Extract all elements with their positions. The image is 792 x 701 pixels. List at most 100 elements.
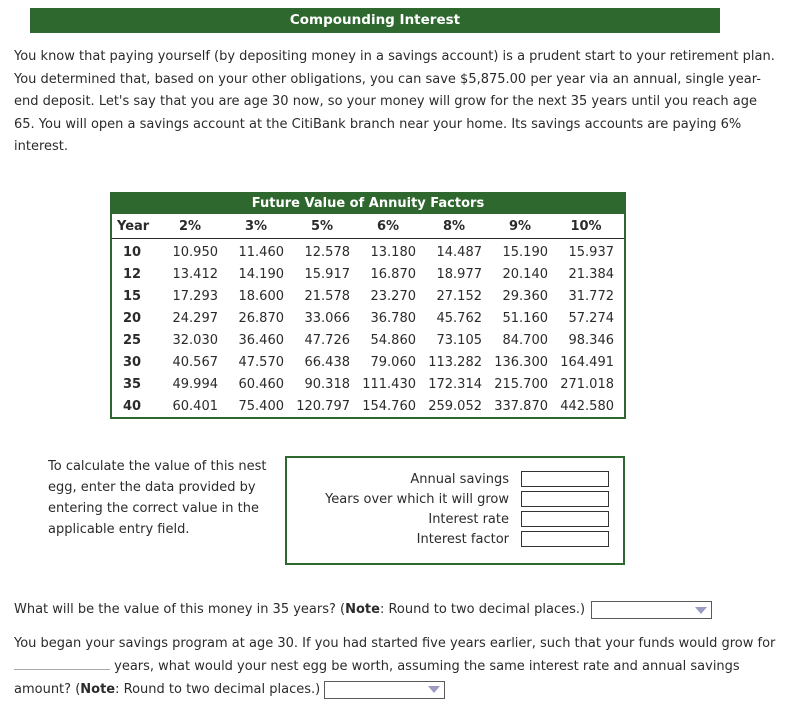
factor-cell: 60.401 bbox=[172, 398, 219, 414]
question-2: You began your savings program at age 30… bbox=[14, 632, 778, 701]
annuity-table-body: 10 10.950 11.460 12.578 13.180 14.487 15.190 15… bbox=[112, 238, 624, 417]
factor-cell: 164.491 bbox=[560, 354, 614, 370]
factor-cell: 111.430 bbox=[362, 376, 416, 392]
year-cell: 35 bbox=[122, 376, 142, 392]
factor-cell: 113.282 bbox=[428, 354, 482, 370]
q1-answer-dropdown[interactable] bbox=[591, 601, 713, 619]
entry-form: Annual savings Years over which it will g… bbox=[285, 456, 625, 565]
year-cell: 40 bbox=[122, 398, 142, 414]
factor-cell: 73.105 bbox=[436, 332, 483, 348]
question-1-text-after: : Round to two decimal places.) bbox=[379, 602, 586, 617]
factor-cell: 13.180 bbox=[370, 244, 417, 260]
factor-cell: 20.140 bbox=[502, 266, 549, 282]
table-row: 20 24.297 26.870 33.066 36.780 45.762 51.160 57… bbox=[112, 307, 624, 329]
years-grow-label: Years over which it will grow bbox=[325, 491, 509, 507]
entry-row: Interest rate bbox=[297, 511, 609, 527]
intro-text: You know that paying yourself (by deposi… bbox=[14, 49, 775, 154]
factor-cell: 172.314 bbox=[428, 376, 482, 392]
table-row: 12 13.412 14.190 15.917 16.870 18.977 20.140 21… bbox=[112, 263, 624, 285]
factor-cell: 13.412 bbox=[172, 266, 219, 282]
q2-fill-blank[interactable] bbox=[14, 657, 110, 670]
interest-rate-input[interactable] bbox=[521, 511, 609, 527]
table-row: 30 40.567 47.570 66.438 79.060 113.282 136.300… bbox=[112, 351, 624, 373]
factor-cell: 49.994 bbox=[172, 376, 219, 392]
annuity-table-header-row: Year 2% 3% 5% 6% 8% 9% 10% bbox=[112, 213, 624, 239]
interest-factor-input[interactable] bbox=[521, 531, 609, 547]
table-row: 15 17.293 18.600 21.578 23.270 27.152 29.360 31… bbox=[112, 285, 624, 307]
factor-cell: 14.190 bbox=[238, 266, 285, 282]
factor-cell: 15.937 bbox=[568, 244, 615, 260]
annual-savings-label: Annual savings bbox=[410, 471, 509, 487]
factor-cell: 15.917 bbox=[304, 266, 351, 282]
factor-cell: 47.726 bbox=[304, 332, 351, 348]
factor-cell: 215.700 bbox=[494, 376, 548, 392]
page-title: Compounding Interest bbox=[289, 12, 461, 28]
factor-cell: 29.360 bbox=[502, 288, 549, 304]
factor-cell: 84.700 bbox=[502, 332, 549, 348]
column-header-9pct: 9% bbox=[492, 213, 558, 239]
years-grow-input[interactable] bbox=[521, 491, 609, 507]
factor-cell: 11.460 bbox=[238, 244, 285, 260]
factor-cell: 271.018 bbox=[560, 376, 614, 392]
year-cell: 10 bbox=[122, 244, 142, 260]
column-header-year: Year bbox=[112, 213, 162, 239]
factor-cell: 17.293 bbox=[172, 288, 219, 304]
chevron-down-icon bbox=[695, 606, 708, 614]
factor-cell: 32.030 bbox=[172, 332, 219, 348]
factor-cell: 26.870 bbox=[238, 310, 285, 326]
year-cell: 25 bbox=[122, 332, 142, 348]
factor-cell: 33.066 bbox=[304, 310, 351, 326]
factor-cell: 24.297 bbox=[172, 310, 219, 326]
column-header-2pct: 2% bbox=[162, 213, 228, 239]
year-cell: 15 bbox=[122, 288, 142, 304]
factor-cell: 36.780 bbox=[370, 310, 417, 326]
factor-cell: 136.300 bbox=[494, 354, 548, 370]
q2-answer-dropdown[interactable] bbox=[324, 680, 446, 699]
column-header-3pct: 3% bbox=[228, 213, 294, 239]
page: Compounding Interest You know that payin… bbox=[0, 8, 792, 701]
annuity-table: Future Value of Annuity Factors Year 2% 3%… bbox=[110, 191, 626, 419]
factor-cell: 90.318 bbox=[304, 376, 351, 392]
factor-cell: 23.270 bbox=[370, 288, 417, 304]
interest-rate-label: Interest rate bbox=[428, 511, 509, 527]
factor-cell: 21.384 bbox=[568, 266, 615, 282]
annuity-factors-table: Year 2% 3% 5% 6% 8% 9% 10% 10 10.950 11.460 12.578… bbox=[112, 213, 624, 418]
factor-cell: 10.950 bbox=[172, 244, 219, 260]
factor-cell: 12.578 bbox=[304, 244, 351, 260]
year-cell: 20 bbox=[122, 310, 142, 326]
entry-row: Years over which it will grow bbox=[297, 491, 609, 507]
factor-cell: 79.060 bbox=[370, 354, 417, 370]
table-row: 25 32.030 36.460 47.726 54.860 73.105 84.700 98… bbox=[112, 329, 624, 351]
factor-cell: 98.346 bbox=[568, 332, 615, 348]
factor-cell: 27.152 bbox=[436, 288, 483, 304]
column-header-5pct: 5% bbox=[294, 213, 360, 239]
entry-row: Annual savings bbox=[297, 471, 609, 487]
factor-cell: 442.580 bbox=[560, 398, 614, 414]
factor-cell: 40.567 bbox=[172, 354, 219, 370]
factor-cell: 57.274 bbox=[568, 310, 615, 326]
title-bar: Compounding Interest bbox=[30, 8, 720, 33]
table-title: Future Value of Annuity Factors bbox=[112, 193, 624, 214]
note-label: Note bbox=[80, 682, 116, 697]
factor-cell: 47.570 bbox=[238, 354, 285, 370]
table-row: 40 60.401 75.400 120.797 154.760 259.052 337.8… bbox=[112, 395, 624, 417]
factor-cell: 337.870 bbox=[494, 398, 548, 414]
table-row: 10 10.950 11.460 12.578 13.180 14.487 15.190 15… bbox=[112, 238, 624, 263]
entry-section: To calculate the value of this nest egg,… bbox=[48, 456, 792, 565]
question-2-text-1: You began your savings program at age 30… bbox=[14, 636, 776, 651]
factor-cell: 15.190 bbox=[502, 244, 549, 260]
factor-cell: 14.487 bbox=[436, 244, 483, 260]
entry-row: Interest factor bbox=[297, 531, 609, 547]
question-1-text: What will be the value of this money in … bbox=[14, 599, 585, 621]
factor-cell: 60.460 bbox=[238, 376, 285, 392]
factor-cell: 54.860 bbox=[370, 332, 417, 348]
factor-cell: 21.578 bbox=[304, 288, 351, 304]
factor-cell: 51.160 bbox=[502, 310, 549, 326]
factor-cell: 36.460 bbox=[238, 332, 285, 348]
entry-instructions: To calculate the value of this nest egg,… bbox=[48, 459, 267, 537]
annual-savings-input[interactable] bbox=[521, 471, 609, 487]
factor-cell: 154.760 bbox=[362, 398, 416, 414]
chevron-down-icon bbox=[428, 686, 441, 693]
factor-cell: 75.400 bbox=[238, 398, 285, 414]
factor-cell: 259.052 bbox=[428, 398, 482, 414]
